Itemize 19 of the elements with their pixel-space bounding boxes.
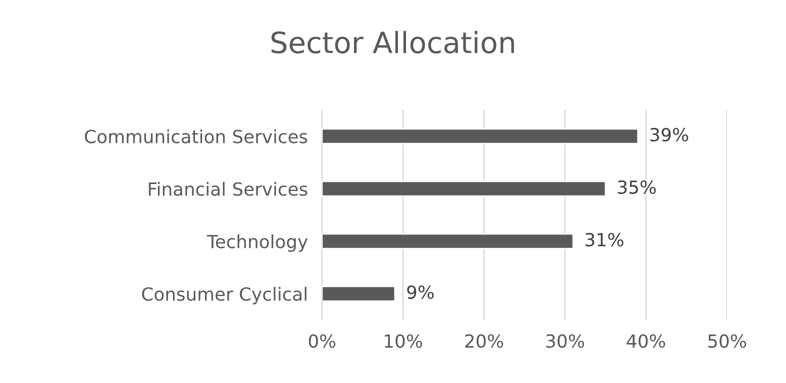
y-tick-label: Financial Services bbox=[148, 182, 308, 196]
data-label: 31% bbox=[586, 232, 624, 246]
data-label: 9% bbox=[407, 285, 434, 299]
chart-title: Sector Allocation bbox=[272, 30, 514, 54]
x-tick-label: 0% bbox=[308, 334, 336, 348]
x-tick-label: 50% bbox=[708, 334, 746, 348]
data-label: 39% bbox=[650, 128, 688, 142]
bar bbox=[322, 180, 606, 197]
y-tick-label: Technology bbox=[206, 234, 308, 252]
x-tick-label: 30% bbox=[546, 334, 584, 348]
x-tick-label: 40% bbox=[626, 334, 666, 348]
y-tick-label: Communication Services bbox=[84, 129, 308, 144]
y-tick-label: Consumer Cyclical bbox=[142, 286, 306, 304]
data-label: 35% bbox=[618, 180, 656, 194]
bar bbox=[322, 233, 574, 250]
x-tick-label: 20% bbox=[465, 334, 504, 348]
x-tick-label: 10% bbox=[384, 334, 422, 348]
bar bbox=[322, 128, 639, 144]
bar bbox=[322, 286, 396, 302]
